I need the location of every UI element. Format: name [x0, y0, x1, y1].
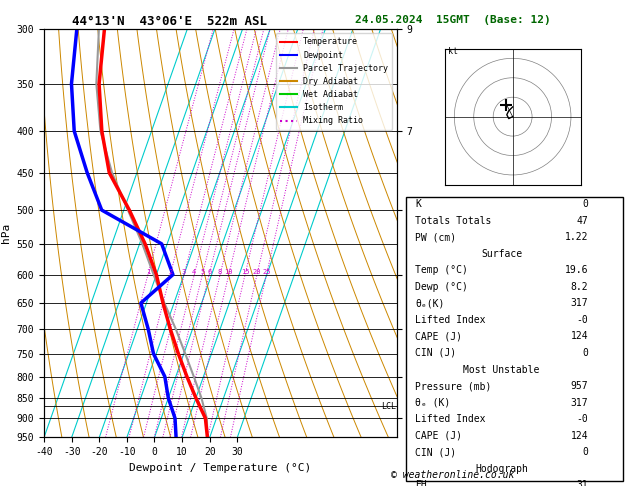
Text: 20: 20 — [253, 269, 261, 275]
Text: Surface: Surface — [481, 249, 522, 259]
Text: 2: 2 — [168, 269, 172, 275]
Text: 6: 6 — [207, 269, 211, 275]
Text: CIN (J): CIN (J) — [415, 447, 456, 457]
Text: Temp (°C): Temp (°C) — [415, 265, 468, 276]
Text: Hodograph: Hodograph — [475, 464, 528, 474]
Text: CIN (J): CIN (J) — [415, 348, 456, 358]
Text: EH: EH — [415, 480, 427, 486]
Text: 124: 124 — [571, 331, 588, 342]
Text: 0: 0 — [582, 199, 588, 209]
Text: Lifted Index: Lifted Index — [415, 315, 486, 325]
Text: CAPE (J): CAPE (J) — [415, 431, 462, 441]
Text: 47: 47 — [576, 216, 588, 226]
Text: 8: 8 — [218, 269, 222, 275]
Text: 957: 957 — [571, 381, 588, 391]
Legend: Temperature, Dewpoint, Parcel Trajectory, Dry Adiabat, Wet Adiabat, Isotherm, Mi: Temperature, Dewpoint, Parcel Trajectory… — [276, 34, 392, 130]
Text: CAPE (J): CAPE (J) — [415, 331, 462, 342]
Y-axis label: km
ASL: km ASL — [417, 233, 435, 255]
Text: Dewp (°C): Dewp (°C) — [415, 282, 468, 292]
Text: Pressure (mb): Pressure (mb) — [415, 381, 491, 391]
Text: 317: 317 — [571, 298, 588, 309]
Text: PW (cm): PW (cm) — [415, 232, 456, 243]
Text: θₑ(K): θₑ(K) — [415, 298, 445, 309]
X-axis label: Dewpoint / Temperature (°C): Dewpoint / Temperature (°C) — [129, 463, 311, 473]
Text: K: K — [415, 199, 421, 209]
Text: 3: 3 — [182, 269, 186, 275]
Text: © weatheronline.co.uk: © weatheronline.co.uk — [391, 470, 515, 480]
Text: Totals Totals: Totals Totals — [415, 216, 491, 226]
Text: LCL: LCL — [382, 402, 397, 411]
Text: Most Unstable: Most Unstable — [464, 364, 540, 375]
Text: 31: 31 — [576, 480, 588, 486]
Text: 124: 124 — [571, 431, 588, 441]
Text: 25: 25 — [262, 269, 270, 275]
Text: 8.2: 8.2 — [571, 282, 588, 292]
Text: 317: 317 — [571, 398, 588, 408]
Text: 0: 0 — [582, 348, 588, 358]
Text: Lifted Index: Lifted Index — [415, 414, 486, 424]
Text: 1.22: 1.22 — [565, 232, 588, 243]
Text: 0: 0 — [582, 447, 588, 457]
Y-axis label: hPa: hPa — [1, 223, 11, 243]
Text: 19.6: 19.6 — [565, 265, 588, 276]
Text: θₑ (K): θₑ (K) — [415, 398, 450, 408]
Text: kt: kt — [448, 48, 459, 56]
Text: 1: 1 — [146, 269, 150, 275]
Text: 44°13'N  43°06'E  522m ASL: 44°13'N 43°06'E 522m ASL — [72, 15, 267, 28]
Text: 15: 15 — [241, 269, 249, 275]
Text: 10: 10 — [225, 269, 233, 275]
Text: -0: -0 — [576, 414, 588, 424]
Text: -0: -0 — [576, 315, 588, 325]
Text: 5: 5 — [200, 269, 204, 275]
Text: 4: 4 — [192, 269, 196, 275]
Text: 24.05.2024  15GMT  (Base: 12): 24.05.2024 15GMT (Base: 12) — [355, 15, 551, 25]
